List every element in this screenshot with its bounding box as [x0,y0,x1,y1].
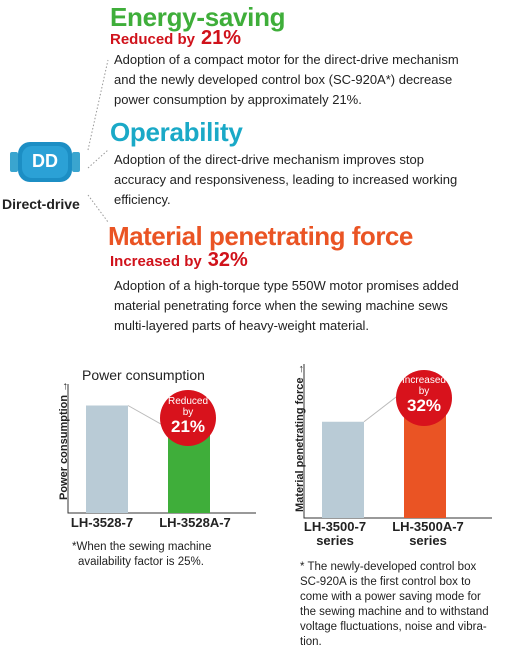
direct-drive-icon: DD [8,140,82,184]
chart1-bar-1 [86,405,128,513]
material-force-title: Material penetrating force [108,221,413,251]
energy-saving-title: Energy-saving [110,2,286,32]
text-line: Adoption of a compact motor for the dire… [114,52,459,67]
note-line: * The newly-developed control box [300,561,477,573]
chart1-note: *When the sewing machine availability fa… [72,540,272,570]
text-line: material penetrating force when the sewi… [114,298,448,313]
material-force-text: Adoption of a high-torque type 550W moto… [114,276,512,336]
note-line: *When the sewing machine [72,541,212,553]
note-line: availability factor is 25%. [78,556,204,568]
badge-value: 32% [406,396,442,415]
text-line: accuracy and responsiveness, leading to … [114,172,458,187]
text-line: efficiency. [114,192,171,207]
category-line: LH-3500A-7 [392,519,464,534]
material-force-subtitle: Increased by 32% [110,249,248,272]
energy-sub-label: Reduced by [110,31,196,48]
badge-line2: by [182,407,194,418]
note-line: SC-920A is the first control box to [300,576,471,588]
note-line: voltage fluctuations, noise and vibra- [300,621,487,633]
chart1-category-1: LH-3528-7 [70,515,134,530]
note-line: come with a power saving mode for [300,591,481,603]
energy-sub-value: 21% [201,27,242,49]
force-sub-value: 32% [207,249,248,271]
chart2-note: * The newly-developed control box SC-920… [300,560,512,650]
badge-line2: by [418,386,430,397]
text-line: Adoption of a high-torque type 550W moto… [114,278,459,293]
category-line: series [316,533,354,548]
chart2-category-2: LH-3500A-7 series [378,520,478,548]
operability-text: Adoption of the direct-drive mechanism i… [114,150,512,210]
badge-line1: Increased [402,375,446,386]
category-line: LH-3500-7 [303,519,367,534]
direct-drive-label: Direct-drive [2,196,80,212]
energy-saving-text: Adoption of a compact motor for the dire… [114,50,512,110]
note-line: tion. [300,636,322,648]
force-sub-label: Increased by [110,253,202,270]
note-line: the sewing machine and to withstand [300,606,489,618]
text-line: multi-layered parts of heavy-weight mate… [114,318,370,333]
category-line: series [409,533,447,548]
energy-saving-subtitle: Reduced by 21% [110,27,241,50]
badge-value: 21% [170,417,206,436]
operability-title: Operability [110,117,243,147]
badge-line1: Reduced [167,396,209,407]
text-line: power consumption by approximately 21%. [114,92,362,107]
text-line: and the newly developed control box (SC-… [114,72,453,87]
chart1-badge: Reduced by 21% [160,390,216,446]
chart2-badge: Increased by 32% [396,370,452,426]
dd-icon-text: DD [32,151,58,171]
chart1-title: Power consumption [82,367,205,383]
text-line: Adoption of the direct-drive mechanism i… [114,152,424,167]
chart2-category-1: LH-3500-7 series [290,520,380,548]
chart2-bar-1 [322,421,364,518]
chart1-category-2: LH-3528A-7 [159,515,231,530]
